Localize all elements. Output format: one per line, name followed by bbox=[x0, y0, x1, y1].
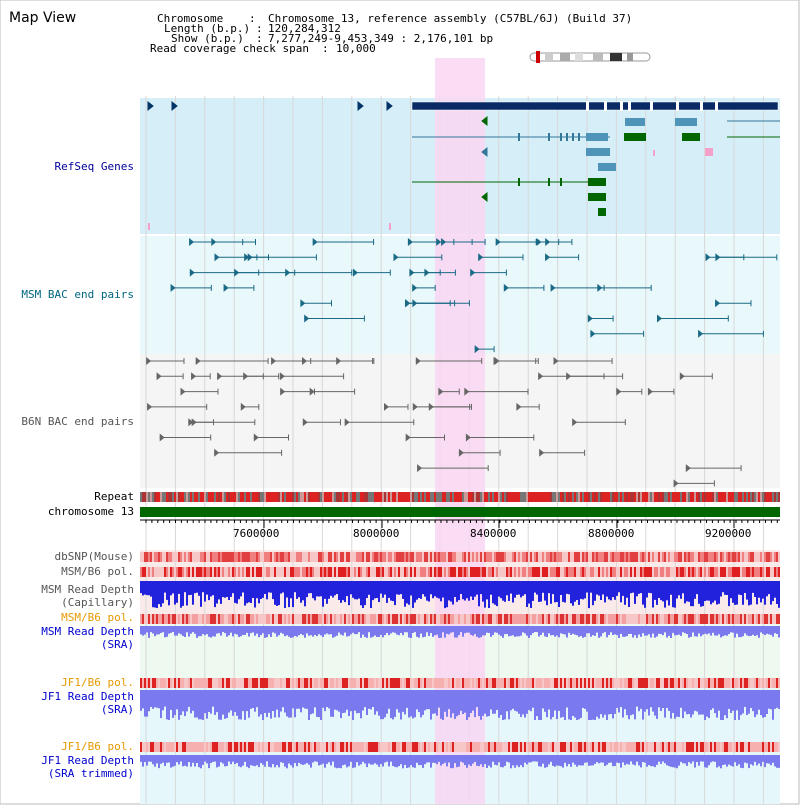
track-label-dbsnp[interactable]: dbSNP(Mouse) bbox=[54, 550, 134, 563]
refseq-gene-glyphs[interactable] bbox=[147, 100, 780, 230]
track-label-msm-depth-cap[interactable]: MSM Read Depth bbox=[41, 583, 134, 596]
coverage-value: 10,000 bbox=[336, 42, 376, 55]
signal-tracks bbox=[140, 552, 780, 769]
track-label-msm-b6-pol[interactable]: MSM/B6 pol. bbox=[61, 565, 134, 578]
axis-tick-label: 9200000 bbox=[705, 527, 752, 540]
coverage-label: Read coverage check span bbox=[150, 42, 309, 55]
axis-tick-label: 7600000 bbox=[233, 527, 280, 540]
b6n-bac-pairs[interactable] bbox=[146, 357, 742, 488]
axis-tick-label: 8000000 bbox=[353, 527, 400, 540]
track-label-jf1-depth-sra[interactable]: JF1 Read Depth bbox=[41, 690, 134, 703]
track-label-jf1-depth-sra-sub: (SRA) bbox=[100, 703, 134, 716]
length-label: Length (b.p.) bbox=[164, 22, 251, 35]
chromosome-value: Chromosome 13, reference assembly (C57BL… bbox=[268, 12, 633, 25]
track-label-refseq[interactable]: RefSeq Genes bbox=[54, 160, 134, 173]
track-label-repeat[interactable]: Repeat bbox=[94, 490, 134, 503]
position-axis bbox=[140, 519, 780, 528]
track-label-msm-bac[interactable]: MSM BAC end pairs bbox=[21, 288, 134, 301]
track-label-b6n-bac[interactable]: B6N BAC end pairs bbox=[21, 415, 134, 428]
repeat-track bbox=[140, 492, 780, 502]
track-label-msm-depth-sra[interactable]: MSM Read Depth bbox=[41, 625, 134, 638]
track-label-msm-depth-cap-sub: (Capillary) bbox=[61, 596, 134, 609]
length-value: 120,284,312 bbox=[268, 22, 341, 35]
msm-bac-pairs[interactable] bbox=[170, 238, 778, 354]
colon: : bbox=[249, 12, 263, 25]
colon: : bbox=[322, 42, 336, 55]
show-label: Show (b.p.) bbox=[171, 32, 244, 45]
chromosome-ideogram bbox=[529, 51, 651, 63]
colon: : bbox=[256, 32, 270, 45]
axis-tick-label: 8400000 bbox=[470, 527, 517, 540]
track-label-msm-b6-pol-2[interactable]: MSM/B6 pol. bbox=[61, 611, 134, 624]
track-label-jf1-b6-pol-2[interactable]: JF1/B6 pol. bbox=[61, 740, 134, 753]
page-title: Map View bbox=[9, 10, 77, 26]
track-label-jf1-b6-pol[interactable]: JF1/B6 pol. bbox=[61, 676, 134, 689]
track-label-jf1-depth-trim-sub: (SRA trimmed) bbox=[47, 767, 134, 780]
chromosome-label: Chromosome bbox=[157, 12, 224, 25]
chromosome-bar bbox=[140, 507, 780, 517]
axis-tick-label: 8800000 bbox=[588, 527, 635, 540]
colon: : bbox=[256, 22, 270, 35]
track-label-jf1-depth-trim[interactable]: JF1 Read Depth bbox=[41, 754, 134, 767]
show-value: 7,277,249-9,453,349 : 2,176,101 bp bbox=[268, 32, 494, 45]
track-label-msm-depth-sra-sub: (SRA) bbox=[100, 638, 134, 651]
track-label-chromosome: chromosome 13 bbox=[47, 505, 134, 518]
